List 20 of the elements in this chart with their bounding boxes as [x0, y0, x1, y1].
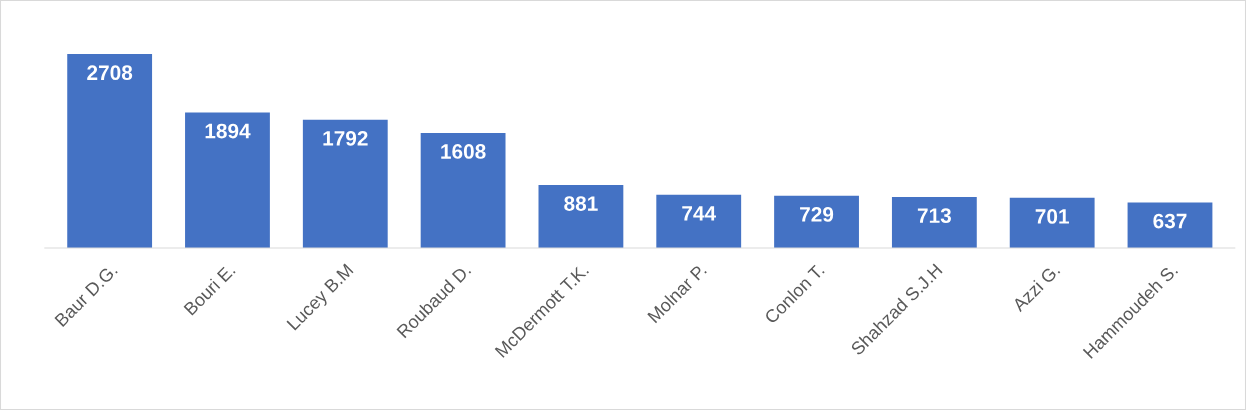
data-label: 744 — [682, 206, 716, 221]
data-label: 701 — [1035, 209, 1069, 224]
data-label: 713 — [917, 208, 951, 223]
bar — [891, 196, 977, 249]
data-label: 1792 — [323, 130, 368, 146]
bar — [656, 194, 742, 249]
bar — [1009, 197, 1095, 249]
bar — [774, 195, 859, 249]
bar — [302, 119, 388, 249]
bar — [67, 54, 153, 249]
bar — [538, 184, 624, 249]
bar — [420, 132, 506, 249]
data-label: 1608 — [441, 144, 486, 159]
data-label: 1894 — [205, 123, 251, 139]
data-label: 729 — [800, 207, 834, 222]
bar — [185, 112, 270, 249]
data-label: 2708 — [87, 65, 133, 81]
data-label: 881 — [564, 196, 598, 211]
bar — [1127, 202, 1213, 249]
data-label: 637 — [1153, 213, 1187, 229]
